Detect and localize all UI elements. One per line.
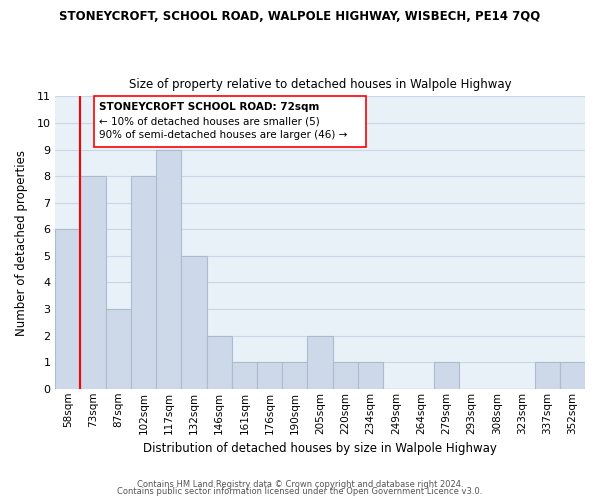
Y-axis label: Number of detached properties: Number of detached properties [15,150,28,336]
Bar [80,176,106,389]
Text: STONEYCROFT, SCHOOL ROAD, WALPOLE HIGHWAY, WISBECH, PE14 7QQ: STONEYCROFT, SCHOOL ROAD, WALPOLE HIGHWA… [59,10,541,23]
Bar [535,362,560,389]
Bar [333,362,358,389]
Bar [131,176,156,389]
Text: 90% of semi-detached houses are larger (46) →: 90% of semi-detached houses are larger (… [100,130,348,140]
FancyBboxPatch shape [94,96,365,147]
Bar [232,362,257,389]
Text: Contains HM Land Registry data © Crown copyright and database right 2024.: Contains HM Land Registry data © Crown c… [137,480,463,489]
Bar [181,256,206,389]
Bar [282,362,307,389]
Bar [434,362,459,389]
Title: Size of property relative to detached houses in Walpole Highway: Size of property relative to detached ho… [129,78,511,91]
Text: STONEYCROFT SCHOOL ROAD: 72sqm: STONEYCROFT SCHOOL ROAD: 72sqm [100,102,320,112]
Bar [156,150,181,389]
Bar [55,230,80,389]
Bar [257,362,282,389]
Bar [307,336,333,389]
Bar [358,362,383,389]
Text: ← 10% of detached houses are smaller (5): ← 10% of detached houses are smaller (5) [100,116,320,126]
X-axis label: Distribution of detached houses by size in Walpole Highway: Distribution of detached houses by size … [143,442,497,455]
Bar [206,336,232,389]
Bar [106,309,131,389]
Text: Contains public sector information licensed under the Open Government Licence v3: Contains public sector information licen… [118,487,482,496]
Bar [560,362,585,389]
